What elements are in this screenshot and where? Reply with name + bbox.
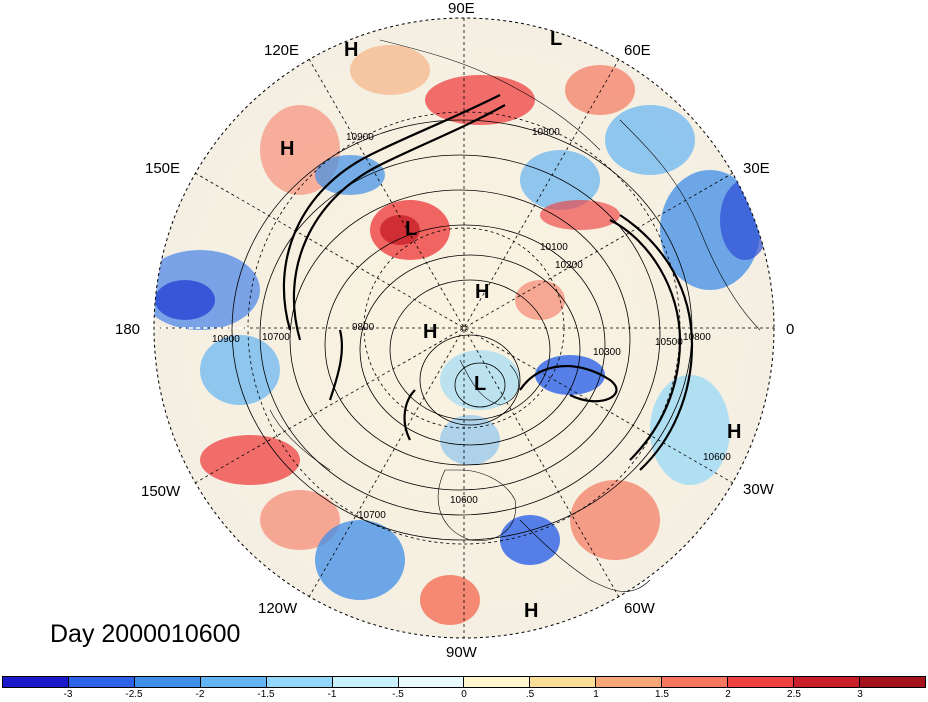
colorbar-bin: [134, 677, 201, 687]
pressure-center-marker: H: [344, 39, 358, 61]
colorbar-tick-label: 0: [461, 689, 467, 700]
longitude-label: 150E: [145, 160, 180, 177]
longitude-labels: 90E 60E 30E 0 30W 60W 90W 120W 150W 180 …: [115, 0, 794, 661]
contour-label: 10100: [540, 242, 568, 253]
colorbar-tick-label: -.5: [392, 689, 404, 700]
colorbar-bin: [464, 677, 531, 687]
colorbar-bin: [728, 677, 795, 687]
longitude-label: 60E: [624, 42, 651, 59]
colorbar-bin: [332, 677, 399, 687]
colorbar-tick-label: -1.5: [257, 689, 275, 700]
pressure-centers: H L H L H H L H H: [280, 28, 741, 622]
colorbar-tick-label: -3: [63, 689, 73, 700]
contour-label: 10600: [703, 452, 731, 463]
coastlines: [269, 39, 761, 592]
contour-label: 10900: [212, 334, 240, 345]
contour-labels: 10900 10800 10700 10600 10500 10100 9800…: [212, 127, 731, 521]
longitude-label: 0: [786, 321, 794, 338]
longitude-label: 120E: [264, 42, 299, 59]
day-label: Day 2000010600: [50, 620, 241, 648]
colorbar-bin: [3, 677, 69, 687]
pressure-center-marker: H: [423, 321, 437, 343]
contour-label: 10800: [683, 332, 711, 343]
colorbar-bin: [68, 677, 135, 687]
contour-label: 10800: [532, 127, 560, 138]
contour-label: 10700: [262, 332, 290, 343]
colorbar-bin: [662, 677, 729, 687]
anomaly-shading: [154, 45, 770, 625]
contour-label: 9800: [352, 322, 375, 333]
contour-label: 10700: [358, 510, 386, 521]
longitude-label: 150W: [141, 483, 181, 500]
pressure-center-marker: L: [474, 373, 486, 395]
contour-label: 10300: [593, 347, 621, 358]
longitude-label: 120W: [258, 600, 298, 617]
colorbar-bin: [200, 677, 267, 687]
colorbar-tick-label: -2.5: [125, 689, 143, 700]
pressure-center-marker: H: [524, 600, 538, 622]
longitude-label: 30W: [743, 481, 775, 498]
colorbar-bin: [794, 677, 860, 687]
colorbar-tick-label: 2: [725, 689, 731, 700]
contour-label: 10200: [555, 260, 583, 271]
map-boundary: [153, 17, 775, 639]
pressure-center-marker: H: [727, 421, 741, 443]
jet-streaks: [282, 94, 694, 471]
longitude-label: 30E: [743, 160, 770, 177]
contour-label: 10600: [450, 495, 478, 506]
colorbar: [2, 676, 926, 688]
colorbar-bin: [398, 677, 465, 687]
longitude-label: 60W: [624, 600, 656, 617]
colorbar-bin: [266, 677, 333, 687]
pressure-center-marker: L: [405, 218, 417, 240]
longitude-label: 90E: [448, 0, 475, 17]
longitude-label: 180: [115, 321, 140, 338]
contour-label: 10900: [346, 132, 374, 143]
colorbar-tick-label: 3: [857, 689, 863, 700]
colorbar-tick-label: 1.5: [655, 689, 669, 700]
colorbar-bin: [596, 677, 663, 687]
colorbar-labels: -3 -2.5 -2 -1.5 -1 -.5 0 .5 1 1.5 2 2.5 3: [2, 688, 926, 702]
pressure-center-marker: L: [550, 28, 562, 50]
colorbar-tick-label: 1: [593, 689, 599, 700]
pressure-center-marker: H: [475, 281, 489, 303]
colorbar-tick-label: -1: [327, 689, 337, 700]
colorbar-bin: [859, 677, 925, 687]
longitude-label: 90W: [446, 644, 478, 661]
colorbar-tick-label: .5: [525, 689, 535, 700]
colorbar-tick-label: -2: [195, 689, 205, 700]
contour-label: 10500: [655, 337, 683, 348]
colorbar-bin: [530, 677, 597, 687]
pressure-center-marker: H: [280, 138, 294, 160]
colorbar-tick-label: 2.5: [787, 689, 801, 700]
